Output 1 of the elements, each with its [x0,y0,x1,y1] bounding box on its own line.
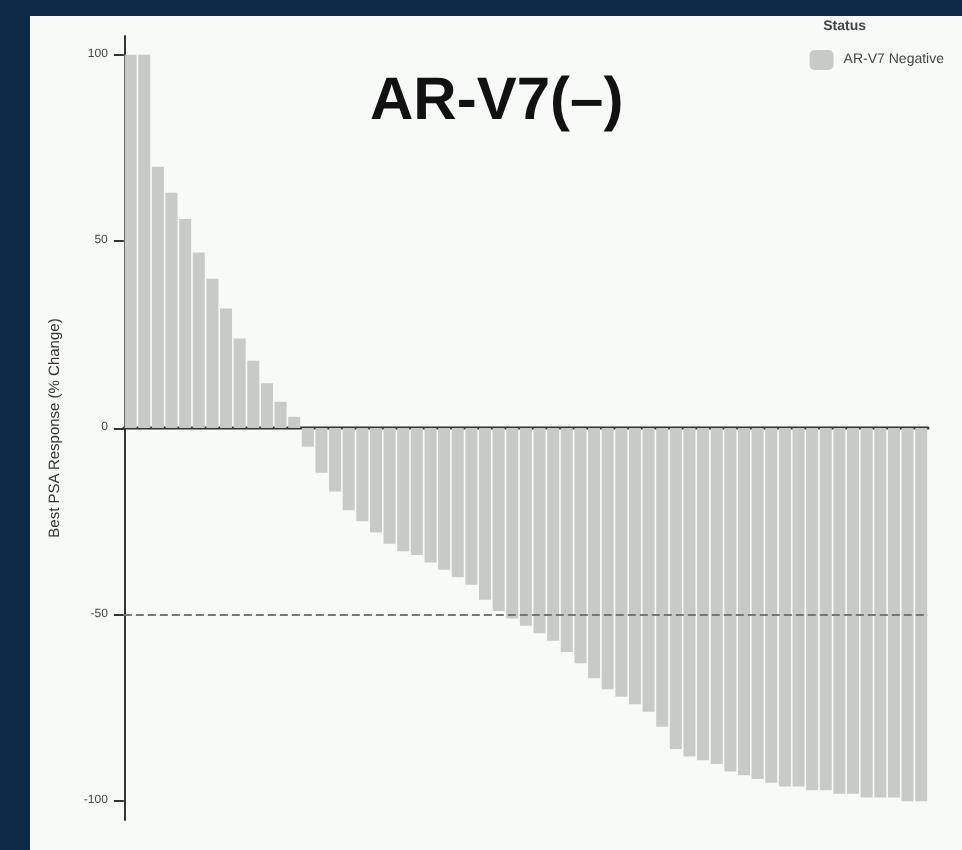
text: AR-V7(–) [370,67,624,133]
